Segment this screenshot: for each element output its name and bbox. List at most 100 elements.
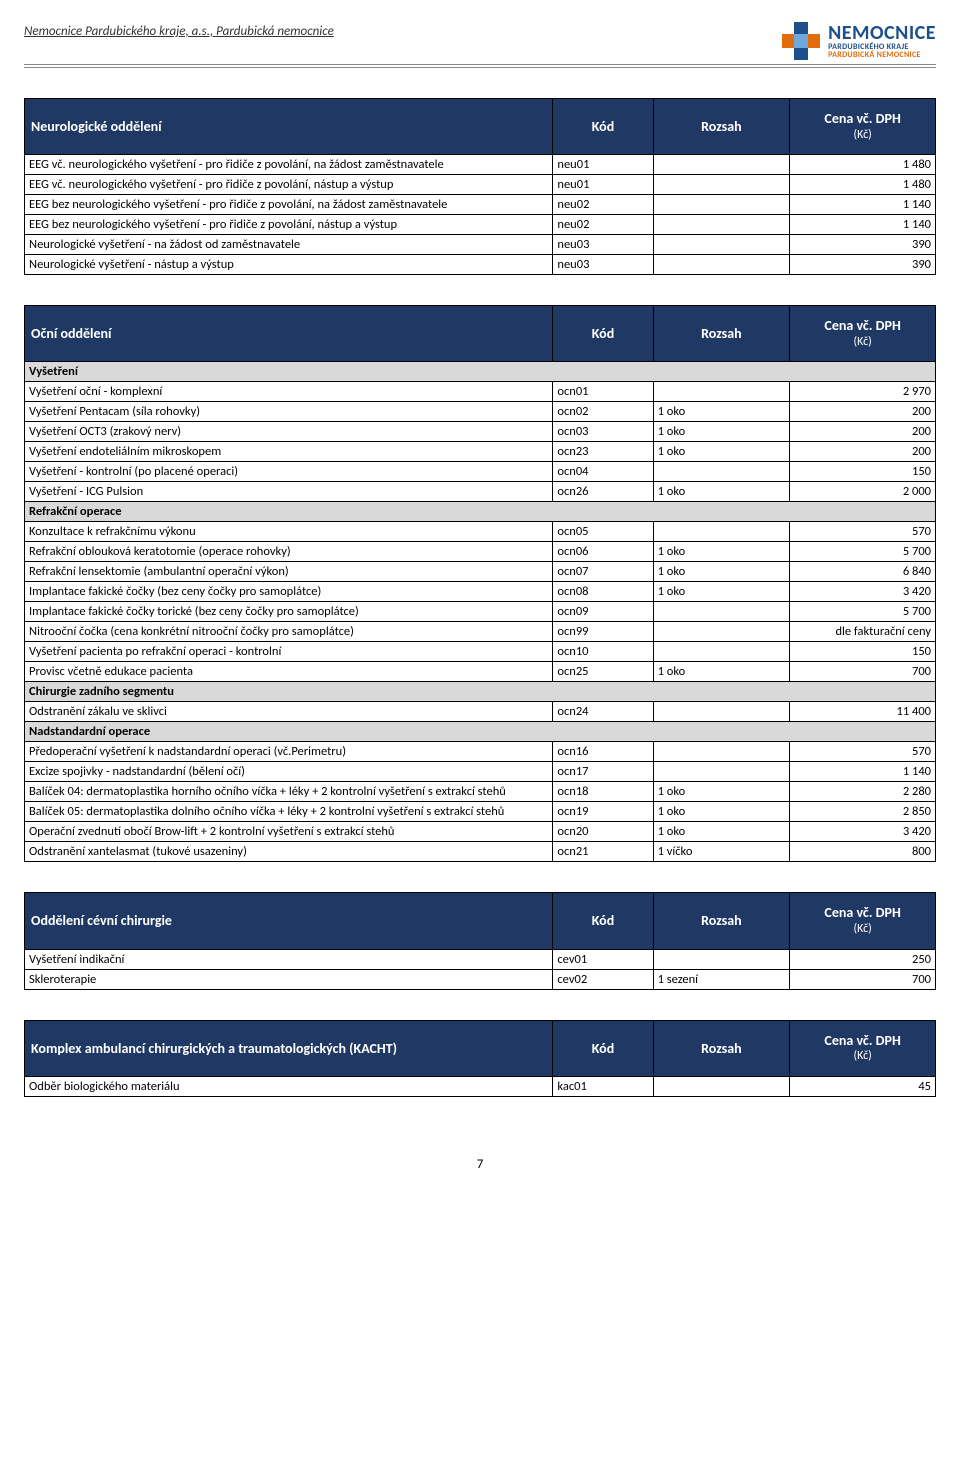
cell-range xyxy=(653,1076,790,1096)
section-title: Oddělení cévní chirurgie xyxy=(25,893,553,949)
table-row: EEG bez neurologického vyšetření - pro ř… xyxy=(25,195,936,215)
cell-name: Refrakční lensektomie (ambulantní operač… xyxy=(25,562,553,582)
cell-price: 1 140 xyxy=(790,195,936,215)
cell-price: 5 700 xyxy=(790,542,936,562)
cell-code: ocn24 xyxy=(553,702,653,722)
cell-price: 390 xyxy=(790,235,936,255)
table-row: Vyšetření indikačnícev01250 xyxy=(25,949,936,969)
section-title: Komplex ambulancí chirurgických a trauma… xyxy=(25,1020,553,1076)
cell-code: kac01 xyxy=(553,1076,653,1096)
table-subheader: Vyšetření xyxy=(25,362,936,382)
table-row: Odstranění zákalu ve sklivciocn24 11 400 xyxy=(25,702,936,722)
table-row: Nitrooční čočka (cena konkrétní nitroočn… xyxy=(25,622,936,642)
cell-price: 1 480 xyxy=(790,155,936,175)
cell-range: 1 oko xyxy=(653,562,790,582)
table-row: Neurologické vyšetření - na žádost od za… xyxy=(25,235,936,255)
cell-name: EEG bez neurologického vyšetření - pro ř… xyxy=(25,215,553,235)
col-header-price: Cena vč. DPH(Kč) xyxy=(790,893,936,949)
cell-code: ocn19 xyxy=(553,802,653,822)
cell-price: 150 xyxy=(790,642,936,662)
price-table: Oddělení cévní chirurgieKódRozsahCena vč… xyxy=(24,892,936,989)
table-header-row: Oddělení cévní chirurgieKódRozsahCena vč… xyxy=(25,893,936,949)
table-row: EEG bez neurologického vyšetření - pro ř… xyxy=(25,215,936,235)
subheader-label: Vyšetření xyxy=(25,362,936,382)
cell-range: 1 oko xyxy=(653,422,790,442)
table-header-row: Neurologické odděleníKódRozsahCena vč. D… xyxy=(25,99,936,155)
cell-name: Konzultace k refrakčnímu výkonu xyxy=(25,522,553,542)
cell-code: ocn21 xyxy=(553,842,653,862)
table-subheader: Refrakční operace xyxy=(25,502,936,522)
cell-code: neu03 xyxy=(553,235,653,255)
cell-range xyxy=(653,382,790,402)
col-header-range: Rozsah xyxy=(653,99,790,155)
table-row: Excize spojivky - nadstandardní (bělení … xyxy=(25,762,936,782)
cell-range xyxy=(653,255,790,275)
price-table: Komplex ambulancí chirurgických a trauma… xyxy=(24,1020,936,1097)
cell-name: EEG vč. neurologického vyšetření - pro ř… xyxy=(25,175,553,195)
table-row: Odběr biologického materiálukac0145 xyxy=(25,1076,936,1096)
cell-code: neu03 xyxy=(553,255,653,275)
cell-range: 1 oko xyxy=(653,442,790,462)
col-header-code: Kód xyxy=(553,1020,653,1076)
price-table: Oční odděleníKódRozsahCena vč. DPH(Kč)Vy… xyxy=(24,305,936,862)
cell-code: ocn99 xyxy=(553,622,653,642)
subheader-label: Refrakční operace xyxy=(25,502,936,522)
cell-price: 2 850 xyxy=(790,802,936,822)
cell-range: 1 oko xyxy=(653,542,790,562)
cell-range xyxy=(653,522,790,542)
cell-name: Odstranění xantelasmat (tukové usazeniny… xyxy=(25,842,553,862)
cell-code: neu02 xyxy=(553,195,653,215)
logo-main: NEMOCNICE xyxy=(828,23,936,43)
cell-price: 2 000 xyxy=(790,482,936,502)
cell-code: ocn16 xyxy=(553,742,653,762)
table-row: Vyšetření endoteliálním mikroskopemocn23… xyxy=(25,442,936,462)
subheader-label: Chirurgie zadního segmentu xyxy=(25,682,936,702)
cell-code: ocn08 xyxy=(553,582,653,602)
table-row: Konzultace k refrakčnímu výkonuocn05570 xyxy=(25,522,936,542)
cell-name: Operační zvednutí obočí Brow-lift + 2 ko… xyxy=(25,822,553,842)
subheader-label: Nadstandardní operace xyxy=(25,722,936,742)
cell-name: EEG bez neurologického vyšetření - pro ř… xyxy=(25,195,553,215)
cell-range xyxy=(653,462,790,482)
cell-name: Odstranění zákalu ve sklivci xyxy=(25,702,553,722)
cell-range: 1 sezení xyxy=(653,969,790,989)
cell-price: 2 970 xyxy=(790,382,936,402)
cell-price: 3 420 xyxy=(790,822,936,842)
cell-name: Nitrooční čočka (cena konkrétní nitroočn… xyxy=(25,622,553,642)
cell-name: Provisc včetně edukace pacienta xyxy=(25,662,553,682)
cell-name: Implantace fakické čočky torické (bez ce… xyxy=(25,602,553,622)
cell-code: ocn25 xyxy=(553,662,653,682)
cell-price: 700 xyxy=(790,662,936,682)
cell-range: 1 oko xyxy=(653,582,790,602)
table-row: Neurologické vyšetření - nástup a výstup… xyxy=(25,255,936,275)
sections: Neurologické odděleníKódRozsahCena vč. D… xyxy=(24,98,936,1097)
cell-price: 200 xyxy=(790,402,936,422)
table-row: Refrakční lensektomie (ambulantní operač… xyxy=(25,562,936,582)
col-header-range: Rozsah xyxy=(653,893,790,949)
table-row: Vyšetření Pentacam (síla rohovky)ocn021 … xyxy=(25,402,936,422)
cell-range xyxy=(653,175,790,195)
cell-range xyxy=(653,622,790,642)
cell-range xyxy=(653,155,790,175)
cell-name: Neurologické vyšetření - na žádost od za… xyxy=(25,235,553,255)
cell-code: cev02 xyxy=(553,969,653,989)
cell-range xyxy=(653,602,790,622)
table-row: Provisc včetně edukace pacientaocn251 ok… xyxy=(25,662,936,682)
cell-range: 1 oko xyxy=(653,482,790,502)
cell-price: 11 400 xyxy=(790,702,936,722)
col-header-code: Kód xyxy=(553,306,653,362)
cell-code: ocn03 xyxy=(553,422,653,442)
page-header: Nemocnice Pardubického kraje, a.s., Pard… xyxy=(24,20,936,68)
cell-name: Neurologické vyšetření - nástup a výstup xyxy=(25,255,553,275)
logo: NEMOCNICE PARDUBICKÉHO KRAJE PARDUBICKÁ … xyxy=(780,20,936,62)
table-row: EEG vč. neurologického vyšetření - pro ř… xyxy=(25,175,936,195)
cell-code: ocn23 xyxy=(553,442,653,462)
cell-range: 1 oko xyxy=(653,822,790,842)
table-row: Balíček 05: dermatoplastika dolního oční… xyxy=(25,802,936,822)
cell-code: ocn09 xyxy=(553,602,653,622)
col-header-code: Kód xyxy=(553,99,653,155)
table-row: Vyšetření - ICG Pulsionocn261 oko2 000 xyxy=(25,482,936,502)
cell-price: 250 xyxy=(790,949,936,969)
cell-price: 390 xyxy=(790,255,936,275)
table-row: EEG vč. neurologického vyšetření - pro ř… xyxy=(25,155,936,175)
